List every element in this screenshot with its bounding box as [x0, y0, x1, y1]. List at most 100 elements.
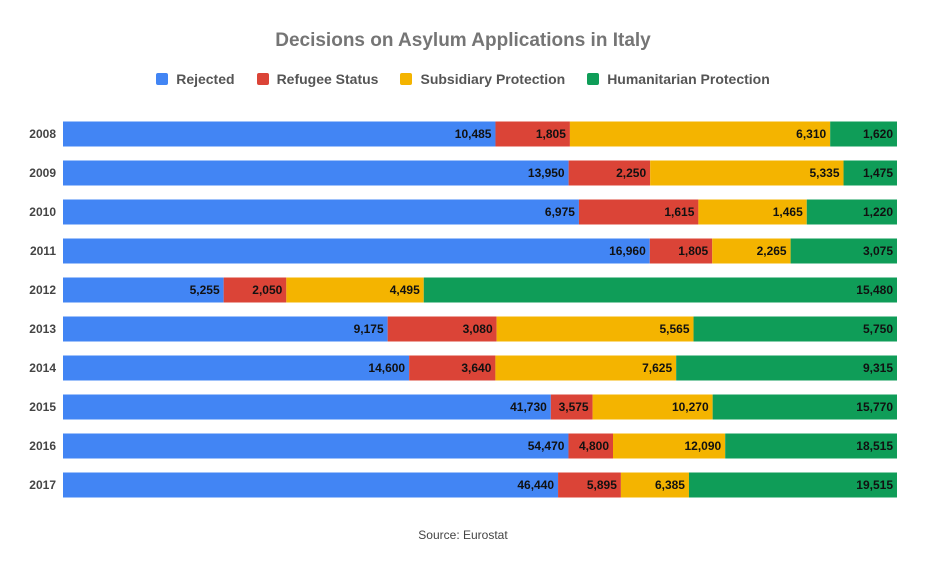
legend-item-humanitarian-protection[interactable]: Humanitarian Protection: [587, 71, 770, 87]
data-label-humanitarian-protection-2008: 1,620: [863, 127, 893, 141]
bar-rejected-2013[interactable]: [63, 316, 388, 342]
data-label-rejected-2014: 14,600: [368, 361, 405, 375]
legend-item-refugee-status[interactable]: Refugee Status: [256, 71, 378, 87]
y-tick-label-2009: 2009: [29, 166, 56, 180]
data-label-refugee-status-2009: 2,250: [616, 166, 646, 180]
bar-subsidiary-protection-2015[interactable]: [592, 394, 713, 420]
bar-humanitarian-protection-2017[interactable]: [688, 472, 897, 498]
data-label-subsidiary-protection-2010: 1,465: [773, 205, 803, 219]
data-label-rejected-2011: 16,960: [609, 244, 646, 258]
y-tick-label-2015: 2015: [29, 400, 56, 414]
data-label-humanitarian-protection-2017: 19,515: [856, 478, 893, 492]
bar-refugee-status-2010[interactable]: [578, 199, 699, 225]
bar-humanitarian-protection-2011[interactable]: [790, 238, 897, 264]
data-label-humanitarian-protection-2014: 9,315: [863, 361, 893, 375]
bar-refugee-status-2016[interactable]: [568, 433, 613, 459]
bar-humanitarian-protection-2008[interactable]: [830, 121, 897, 147]
bar-humanitarian-protection-2009[interactable]: [843, 160, 897, 186]
legend-swatch-humanitarian-protection: [587, 73, 600, 85]
data-label-rejected-2010: 6,975: [545, 205, 575, 219]
bar-subsidiary-protection-2010[interactable]: [698, 199, 807, 225]
y-tick-label-2017: 2017: [29, 478, 56, 492]
bar-rejected-2016[interactable]: [63, 433, 569, 459]
bar-rejected-2012[interactable]: [63, 277, 224, 303]
bar-rejected-2014[interactable]: [63, 355, 410, 381]
bar-refugee-status-2008[interactable]: [495, 121, 570, 147]
y-tick-label-2011: 2011: [30, 244, 56, 258]
bar-humanitarian-protection-2013[interactable]: [693, 316, 897, 342]
legend: Rejected Refugee Status Subsidiary Prote…: [0, 71, 926, 87]
bar-humanitarian-protection-2016[interactable]: [725, 433, 897, 459]
data-label-subsidiary-protection-2011: 2,265: [757, 244, 787, 258]
data-label-humanitarian-protection-2009: 1,475: [863, 166, 893, 180]
data-label-rejected-2017: 46,440: [517, 478, 554, 492]
legend-label-rejected: Rejected: [176, 71, 235, 87]
bar-refugee-status-2009[interactable]: [568, 160, 651, 186]
data-label-humanitarian-protection-2013: 5,750: [863, 322, 893, 336]
bar-refugee-status-2011[interactable]: [649, 238, 713, 264]
bar-rejected-2010[interactable]: [63, 199, 579, 225]
data-label-humanitarian-protection-2015: 15,770: [856, 400, 893, 414]
data-label-refugee-status-2008: 1,805: [536, 127, 566, 141]
bar-subsidiary-protection-2014[interactable]: [495, 355, 677, 381]
bar-refugee-status-2012[interactable]: [223, 277, 287, 303]
bar-rejected-2015[interactable]: [63, 394, 551, 420]
legend-item-rejected[interactable]: Rejected: [156, 71, 235, 87]
y-tick-label-2016: 2016: [29, 439, 56, 453]
data-label-humanitarian-protection-2010: 1,220: [863, 205, 893, 219]
y-tick-label-2010: 2010: [29, 205, 56, 219]
source-note: Source: Eurostat: [418, 528, 508, 542]
bar-subsidiary-protection-2013[interactable]: [496, 316, 694, 342]
legend-label-humanitarian-protection: Humanitarian Protection: [607, 71, 770, 87]
chart-title: Decisions on Asylum Applications in Ital…: [275, 30, 651, 51]
data-label-subsidiary-protection-2009: 5,335: [810, 166, 840, 180]
bar-humanitarian-protection-2015[interactable]: [712, 394, 897, 420]
legend-item-subsidiary-protection[interactable]: Subsidiary Protection: [400, 71, 565, 87]
bar-subsidiary-protection-2012[interactable]: [286, 277, 424, 303]
data-label-rejected-2009: 13,950: [528, 166, 565, 180]
legend-swatch-subsidiary-protection: [400, 73, 413, 85]
bar-subsidiary-protection-2008[interactable]: [569, 121, 831, 147]
data-label-subsidiary-protection-2014: 7,625: [642, 361, 672, 375]
data-label-refugee-status-2017: 5,895: [587, 478, 617, 492]
bar-humanitarian-protection-2014[interactable]: [676, 355, 897, 381]
data-label-refugee-status-2014: 3,640: [461, 361, 491, 375]
data-label-subsidiary-protection-2017: 6,385: [655, 478, 685, 492]
legend-swatch-rejected: [156, 73, 169, 85]
data-label-rejected-2015: 41,730: [510, 400, 547, 414]
bar-rejected-2011[interactable]: [63, 238, 650, 264]
bar-refugee-status-2015[interactable]: [550, 394, 593, 420]
y-tick-label-2012: 2012: [29, 283, 56, 297]
bar-refugee-status-2013[interactable]: [387, 316, 497, 342]
y-tick-label-2013: 2013: [29, 322, 56, 336]
data-label-humanitarian-protection-2011: 3,075: [863, 244, 893, 258]
bar-humanitarian-protection-2010[interactable]: [806, 199, 897, 225]
data-label-subsidiary-protection-2015: 10,270: [672, 400, 709, 414]
y-tick-label-2014: 2014: [29, 361, 56, 375]
data-label-rejected-2012: 5,255: [190, 283, 220, 297]
data-label-humanitarian-protection-2016: 18,515: [856, 439, 893, 453]
legend-swatch-refugee-status: [256, 73, 269, 85]
bar-refugee-status-2017[interactable]: [558, 472, 621, 498]
data-label-refugee-status-2010: 1,615: [664, 205, 694, 219]
data-label-refugee-status-2011: 1,805: [678, 244, 708, 258]
bar-subsidiary-protection-2016[interactable]: [613, 433, 726, 459]
data-label-subsidiary-protection-2016: 12,090: [684, 439, 721, 453]
data-label-humanitarian-protection-2012: 15,480: [856, 283, 893, 297]
bar-rejected-2009[interactable]: [63, 160, 569, 186]
data-label-refugee-status-2016: 4,800: [579, 439, 609, 453]
data-label-subsidiary-protection-2012: 4,495: [390, 283, 420, 297]
bar-subsidiary-protection-2017[interactable]: [620, 472, 689, 498]
bar-refugee-status-2014[interactable]: [409, 355, 496, 381]
bar-subsidiary-protection-2011[interactable]: [712, 238, 791, 264]
bar-rejected-2017[interactable]: [63, 472, 559, 498]
bar-humanitarian-protection-2012[interactable]: [423, 277, 897, 303]
bar-rejected-2008[interactable]: [63, 121, 496, 147]
bar-subsidiary-protection-2009[interactable]: [650, 160, 844, 186]
data-label-refugee-status-2013: 3,080: [463, 322, 493, 336]
data-label-refugee-status-2015: 3,575: [559, 400, 589, 414]
data-label-subsidiary-protection-2008: 6,310: [796, 127, 826, 141]
data-label-subsidiary-protection-2013: 5,565: [660, 322, 690, 336]
